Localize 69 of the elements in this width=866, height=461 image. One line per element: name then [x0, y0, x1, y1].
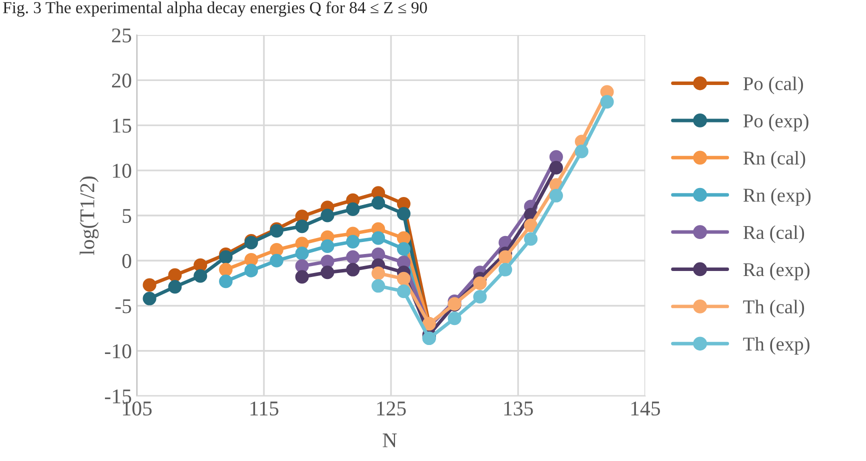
x-tick-label: 145 [631, 402, 660, 416]
y-tick-label: 15 [112, 118, 132, 133]
point [320, 239, 334, 253]
point [549, 188, 563, 202]
point [600, 95, 614, 109]
point [498, 250, 512, 264]
point [142, 292, 156, 306]
point [270, 243, 284, 257]
point [372, 279, 386, 293]
point [168, 280, 182, 294]
legend-label: Th (cal) [743, 300, 804, 318]
y-tick-label: -15 [104, 389, 132, 404]
point [219, 262, 233, 276]
point [194, 269, 208, 283]
legend-label: Ra (cal) [743, 225, 804, 243]
x-tick-label: 115 [250, 402, 278, 416]
point [244, 252, 258, 267]
point [448, 312, 462, 326]
point [219, 274, 233, 288]
point [574, 144, 588, 158]
point [549, 160, 563, 174]
point [295, 246, 309, 260]
y-tick-label: 20 [112, 74, 132, 88]
chart-title: Fig. 3 The experimental alpha decay energies Q for 84 ≤ Z ≤ 90 [3, 1, 427, 17]
point [346, 262, 360, 276]
x-tick-label: 105 [123, 401, 152, 416]
legend-label: Rn (exp) [743, 188, 811, 206]
point [346, 202, 360, 216]
point [372, 266, 386, 280]
x-tick-label: 135 [504, 402, 533, 416]
point [244, 264, 258, 278]
point [498, 262, 512, 276]
point [270, 254, 284, 268]
y-tick-label: -10 [104, 344, 132, 358]
legend-label: Po (cal) [743, 76, 803, 94]
x-tick-label: 125 [377, 402, 406, 416]
point [524, 232, 538, 246]
legend-label: Ra (exp) [743, 262, 810, 280]
x-axis-title: N [382, 434, 397, 448]
point [295, 220, 309, 234]
point [219, 250, 233, 264]
y-tick-label: 0 [122, 254, 132, 268]
point [473, 276, 487, 290]
point [194, 258, 208, 272]
point [396, 242, 410, 256]
point [396, 272, 410, 286]
point [473, 290, 487, 304]
y-tick-label: 5 [122, 209, 132, 223]
legend-label: Po (exp) [743, 114, 808, 132]
point [320, 266, 334, 280]
y-tick-label: 25 [112, 28, 132, 42]
legend-label: Rn (cal) [743, 150, 806, 169]
point [549, 150, 563, 164]
point [396, 284, 410, 298]
y-tick-label: 10 [112, 164, 132, 178]
legend-label: Th (exp) [743, 336, 810, 355]
point [524, 218, 538, 232]
point [295, 270, 309, 284]
point [320, 208, 334, 222]
point [372, 196, 386, 210]
y-axis-title: log(T1/2) [80, 176, 99, 256]
point [142, 278, 156, 292]
point [168, 268, 182, 282]
point [346, 250, 360, 264]
point [346, 234, 360, 248]
y-tick-label: -5 [115, 299, 132, 314]
point [396, 206, 410, 220]
point [372, 231, 386, 245]
point [372, 248, 386, 262]
